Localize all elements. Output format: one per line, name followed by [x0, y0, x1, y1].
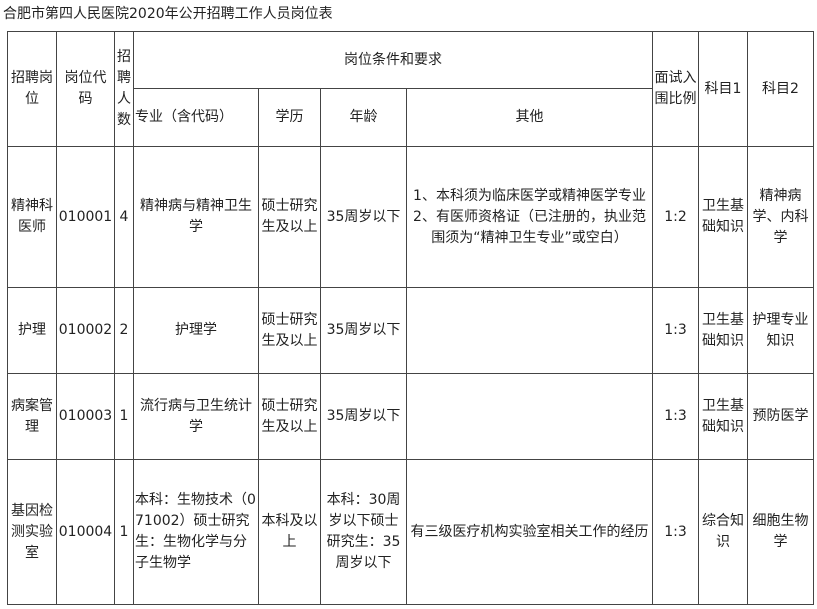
cell-post: 基因检测实验室 — [7, 459, 57, 605]
table-row: 精神科医师 010001 4 精神病与精神卫生学 硕士研究生及以上 35周岁以下… — [7, 146, 814, 288]
cell-post: 护理 — [7, 287, 57, 374]
cell-ratio: 1:3 — [652, 373, 699, 460]
cell-ratio: 1:3 — [652, 287, 699, 374]
cell-ratio: 1:3 — [652, 459, 699, 605]
cell-count: 2 — [114, 287, 134, 374]
cell-education: 硕士研究生及以上 — [258, 287, 321, 374]
cell-other — [406, 287, 653, 374]
cell-subject2: 预防医学 — [747, 373, 814, 460]
cell-education: 本科及以上 — [258, 459, 321, 605]
header-post: 招聘岗位 — [7, 31, 57, 147]
cell-major: 本科：生物技术（071002）硕士研究生：生物化学与分子生物学 — [133, 459, 259, 605]
cell-other — [406, 373, 653, 460]
cell-age: 35周岁以下 — [320, 146, 407, 288]
cell-major: 精神病与精神卫生学 — [133, 146, 259, 288]
cell-code: 010003 — [56, 373, 115, 460]
header-other: 其他 — [406, 88, 653, 147]
cell-age: 本科：30周岁以下硕士研究生：35周岁以下 — [320, 459, 407, 605]
cell-count: 1 — [114, 373, 134, 460]
table-row: 护理 010002 2 护理学 硕士研究生及以上 35周岁以下 1:3 卫生基础… — [7, 287, 814, 374]
cell-post: 病案管理 — [7, 373, 57, 460]
cell-code: 010001 — [56, 146, 115, 288]
cell-age: 35周岁以下 — [320, 373, 407, 460]
cell-age: 35周岁以下 — [320, 287, 407, 374]
table-row: 病案管理 010003 1 流行病与卫生统计学 硕士研究生及以上 35周岁以下 … — [7, 373, 814, 460]
header-count: 招聘人数 — [114, 31, 134, 147]
header-education: 学历 — [258, 88, 321, 147]
header-conditions: 岗位条件和要求 — [133, 31, 653, 89]
positions-table: 招聘岗位 岗位代码 招聘人数 岗位条件和要求 面试入围比例 科目1 科目2 专业… — [7, 31, 814, 605]
cell-subject1: 卫生基础知识 — [698, 146, 748, 288]
cell-other: 1、本科须为临床医学或精神医学专业 2、有医师资格证（已注册的，执业范围须为“精… — [406, 146, 653, 288]
cell-post: 精神科医师 — [7, 146, 57, 288]
cell-count: 4 — [114, 146, 134, 288]
cell-subject2: 护理专业知识 — [747, 287, 814, 374]
cell-other: 有三级医疗机构实验室相关工作的经历 — [406, 459, 653, 605]
header-ratio: 面试入围比例 — [652, 31, 699, 147]
header-age: 年龄 — [320, 88, 407, 147]
header-subject1: 科目1 — [698, 31, 748, 147]
cell-major: 护理学 — [133, 287, 259, 374]
document-title: 合肥市第四人民医院2020年公开招聘工作人员岗位表 — [3, 6, 333, 22]
cell-ratio: 1:2 — [652, 146, 699, 288]
header-code: 岗位代码 — [56, 31, 115, 147]
cell-subject2: 细胞生物学 — [747, 459, 814, 605]
cell-education: 硕士研究生及以上 — [258, 146, 321, 288]
cell-code: 010002 — [56, 287, 115, 374]
cell-subject1: 卫生基础知识 — [698, 287, 748, 374]
header-major: 专业（含代码） — [133, 88, 259, 147]
cell-major: 流行病与卫生统计学 — [133, 373, 259, 460]
cell-education: 硕士研究生及以上 — [258, 373, 321, 460]
cell-subject2: 精神病学、内科学 — [747, 146, 814, 288]
header-subject2: 科目2 — [747, 31, 814, 147]
table-row: 基因检测实验室 010004 1 本科：生物技术（071002）硕士研究生：生物… — [7, 459, 814, 605]
cell-count: 1 — [114, 459, 134, 605]
cell-subject1: 综合知识 — [698, 459, 748, 605]
cell-subject1: 卫生基础知识 — [698, 373, 748, 460]
cell-code: 010004 — [56, 459, 115, 605]
